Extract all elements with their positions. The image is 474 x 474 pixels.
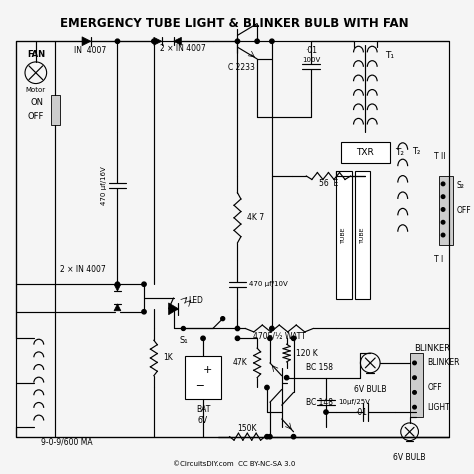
Text: 4K 7: 4K 7: [247, 213, 264, 222]
Circle shape: [268, 336, 272, 340]
Text: LED: LED: [188, 296, 203, 305]
Text: 470 µf/16V: 470 µf/16V: [100, 166, 107, 205]
Text: OFF: OFF: [27, 112, 44, 121]
Bar: [439, 176, 453, 245]
Circle shape: [441, 233, 445, 237]
Text: T₂: T₂: [395, 148, 404, 157]
Text: BLINKER: BLINKER: [415, 344, 450, 353]
Circle shape: [284, 375, 289, 380]
Text: OFF: OFF: [457, 206, 472, 215]
Circle shape: [255, 39, 259, 44]
Text: BAT
6V: BAT 6V: [196, 405, 210, 425]
Polygon shape: [173, 37, 182, 45]
Text: 56  E: 56 E: [319, 179, 338, 188]
Polygon shape: [114, 284, 121, 291]
Text: S₁: S₁: [180, 336, 188, 345]
Bar: [336, 171, 352, 299]
Text: 6V BULB: 6V BULB: [393, 454, 426, 463]
Circle shape: [182, 327, 185, 330]
Circle shape: [413, 405, 416, 409]
Text: ON: ON: [31, 98, 44, 107]
Circle shape: [115, 39, 119, 44]
Text: 2 × IN 4007: 2 × IN 4007: [161, 44, 206, 53]
Circle shape: [115, 282, 119, 286]
Circle shape: [270, 326, 274, 331]
Circle shape: [292, 435, 296, 439]
Text: 470E/½ WATT: 470E/½ WATT: [253, 332, 306, 341]
Text: LIGHT: LIGHT: [428, 403, 450, 412]
Text: T₁: T₁: [385, 51, 394, 60]
Text: ©CircuitsDIY.com  CC BY-NC-SA 3.0: ©CircuitsDIY.com CC BY-NC-SA 3.0: [173, 461, 296, 467]
Text: BC 148: BC 148: [306, 398, 333, 407]
Polygon shape: [114, 304, 121, 311]
Circle shape: [413, 391, 416, 394]
Circle shape: [235, 336, 240, 340]
Circle shape: [235, 39, 240, 44]
Circle shape: [201, 336, 205, 340]
Text: TXR: TXR: [356, 148, 374, 157]
Text: T₂: T₂: [412, 147, 420, 156]
Circle shape: [235, 326, 240, 331]
Circle shape: [441, 195, 445, 199]
Text: T II: T II: [434, 152, 446, 161]
Text: 1K: 1K: [164, 354, 173, 363]
Text: Motor: Motor: [26, 86, 46, 92]
Text: FAN: FAN: [27, 50, 45, 59]
Polygon shape: [169, 303, 178, 315]
Circle shape: [413, 376, 416, 379]
Text: 6V BULB: 6V BULB: [354, 384, 386, 393]
Circle shape: [221, 317, 225, 320]
Circle shape: [268, 435, 272, 439]
Circle shape: [142, 310, 146, 314]
Bar: [410, 353, 423, 417]
Circle shape: [441, 182, 445, 186]
Text: S₂: S₂: [457, 182, 465, 191]
Text: BC 158: BC 158: [306, 364, 333, 372]
Circle shape: [142, 282, 146, 286]
Text: ·01: ·01: [305, 46, 317, 55]
Circle shape: [292, 336, 296, 340]
Circle shape: [265, 435, 269, 439]
Text: 10µf/25V: 10µf/25V: [338, 399, 370, 405]
Text: 2 × IN 4007: 2 × IN 4007: [60, 265, 106, 274]
Text: ·01: ·01: [356, 408, 367, 417]
Text: 47K: 47K: [233, 358, 247, 367]
Circle shape: [441, 220, 445, 224]
Text: ─: ─: [196, 381, 203, 391]
Polygon shape: [154, 37, 162, 45]
Bar: [341, 142, 390, 163]
Bar: [51, 95, 60, 125]
Text: TUBE: TUBE: [341, 227, 346, 243]
Text: T I: T I: [434, 255, 444, 264]
Text: BLINKER: BLINKER: [428, 358, 460, 367]
Text: EMERGENCY TUBE LIGHT & BLINKER BULB WITH FAN: EMERGENCY TUBE LIGHT & BLINKER BULB WITH…: [60, 17, 409, 30]
Circle shape: [152, 39, 156, 44]
Text: 150K: 150K: [237, 424, 257, 433]
Text: IN  4007: IN 4007: [74, 46, 106, 55]
Text: TUBE: TUBE: [360, 227, 365, 243]
Bar: [355, 171, 370, 299]
Text: 9-0-9/600 MA: 9-0-9/600 MA: [41, 437, 92, 446]
Bar: [185, 356, 221, 399]
Text: +: +: [203, 365, 212, 375]
Circle shape: [441, 208, 445, 211]
Circle shape: [270, 39, 274, 44]
Text: 100V: 100V: [302, 57, 320, 63]
Circle shape: [265, 385, 269, 390]
Text: OFF: OFF: [428, 383, 442, 392]
Circle shape: [324, 410, 328, 414]
Text: 470 µf/10V: 470 µf/10V: [249, 281, 288, 287]
Polygon shape: [82, 37, 91, 46]
Text: 120 K: 120 K: [296, 348, 318, 357]
Circle shape: [413, 361, 416, 365]
Text: C 2233: C 2233: [228, 64, 255, 73]
